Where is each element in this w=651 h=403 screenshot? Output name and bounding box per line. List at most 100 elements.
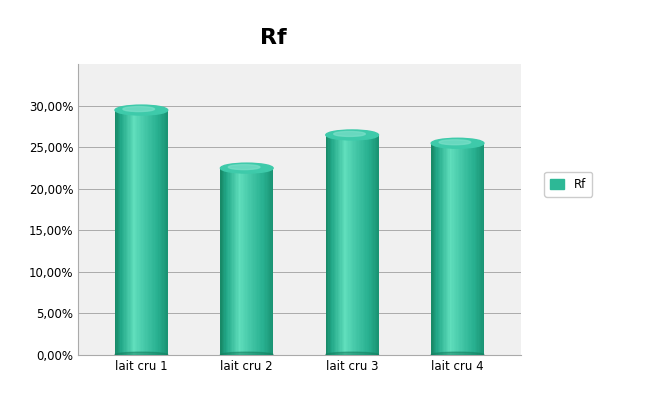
Legend: Rf: Rf: [544, 172, 592, 197]
Bar: [124, 110, 126, 355]
Bar: [144, 110, 145, 355]
Bar: [459, 143, 460, 355]
Bar: [264, 168, 266, 355]
Bar: [350, 135, 351, 355]
Bar: [331, 135, 333, 355]
Bar: [163, 110, 164, 355]
Bar: [252, 168, 253, 355]
Bar: [361, 135, 363, 355]
Bar: [154, 110, 156, 355]
Ellipse shape: [326, 130, 378, 140]
Bar: [141, 110, 143, 355]
Bar: [139, 110, 140, 355]
Ellipse shape: [123, 107, 154, 112]
Bar: [130, 110, 131, 355]
Bar: [368, 135, 369, 355]
Bar: [230, 168, 231, 355]
Bar: [456, 143, 458, 355]
Bar: [234, 168, 235, 355]
Bar: [346, 135, 347, 355]
Bar: [137, 110, 139, 355]
Bar: [465, 143, 467, 355]
Bar: [342, 135, 343, 355]
Bar: [260, 168, 261, 355]
Bar: [436, 143, 438, 355]
Bar: [132, 110, 133, 355]
Bar: [128, 110, 130, 355]
Bar: [131, 110, 132, 355]
Bar: [253, 168, 255, 355]
Bar: [258, 168, 260, 355]
Bar: [472, 143, 473, 355]
Bar: [120, 110, 122, 355]
Bar: [123, 110, 124, 355]
Bar: [152, 110, 154, 355]
Bar: [369, 135, 370, 355]
Ellipse shape: [431, 352, 484, 357]
Bar: [450, 143, 451, 355]
Bar: [352, 135, 353, 355]
Bar: [464, 143, 465, 355]
Bar: [249, 168, 251, 355]
Ellipse shape: [334, 131, 365, 137]
Ellipse shape: [115, 352, 168, 357]
Bar: [153, 110, 155, 355]
Bar: [329, 135, 330, 355]
Bar: [326, 135, 327, 355]
Bar: [244, 168, 245, 355]
Bar: [119, 110, 120, 355]
Bar: [367, 135, 368, 355]
Bar: [238, 168, 239, 355]
Bar: [240, 168, 242, 355]
Bar: [140, 110, 141, 355]
Ellipse shape: [431, 138, 484, 148]
Bar: [122, 110, 123, 355]
Ellipse shape: [229, 165, 260, 170]
Bar: [353, 135, 355, 355]
Bar: [133, 110, 135, 355]
Bar: [340, 135, 342, 355]
Bar: [467, 143, 468, 355]
Bar: [468, 143, 469, 355]
Bar: [150, 110, 152, 355]
Bar: [272, 168, 273, 355]
Bar: [268, 168, 270, 355]
Bar: [165, 110, 167, 355]
Bar: [337, 135, 338, 355]
Bar: [338, 135, 339, 355]
Bar: [239, 168, 240, 355]
Bar: [245, 168, 247, 355]
Bar: [334, 135, 335, 355]
Bar: [439, 143, 441, 355]
Bar: [269, 168, 271, 355]
Bar: [452, 143, 454, 355]
Bar: [478, 143, 480, 355]
Bar: [455, 143, 456, 355]
Bar: [117, 110, 118, 355]
Ellipse shape: [115, 105, 168, 115]
Bar: [482, 143, 484, 355]
Bar: [232, 168, 234, 355]
Bar: [251, 168, 252, 355]
Ellipse shape: [221, 163, 273, 173]
Bar: [359, 135, 360, 355]
Bar: [270, 168, 272, 355]
Bar: [458, 143, 459, 355]
Bar: [227, 168, 229, 355]
Bar: [255, 168, 256, 355]
Bar: [364, 135, 365, 355]
Bar: [243, 168, 244, 355]
Bar: [223, 168, 225, 355]
Bar: [480, 143, 481, 355]
Bar: [256, 168, 257, 355]
Ellipse shape: [439, 140, 471, 145]
Bar: [348, 135, 350, 355]
Bar: [434, 143, 436, 355]
Bar: [157, 110, 159, 355]
Bar: [476, 143, 477, 355]
Bar: [357, 135, 359, 355]
Bar: [236, 168, 238, 355]
Bar: [376, 135, 378, 355]
Bar: [146, 110, 148, 355]
Bar: [333, 135, 334, 355]
